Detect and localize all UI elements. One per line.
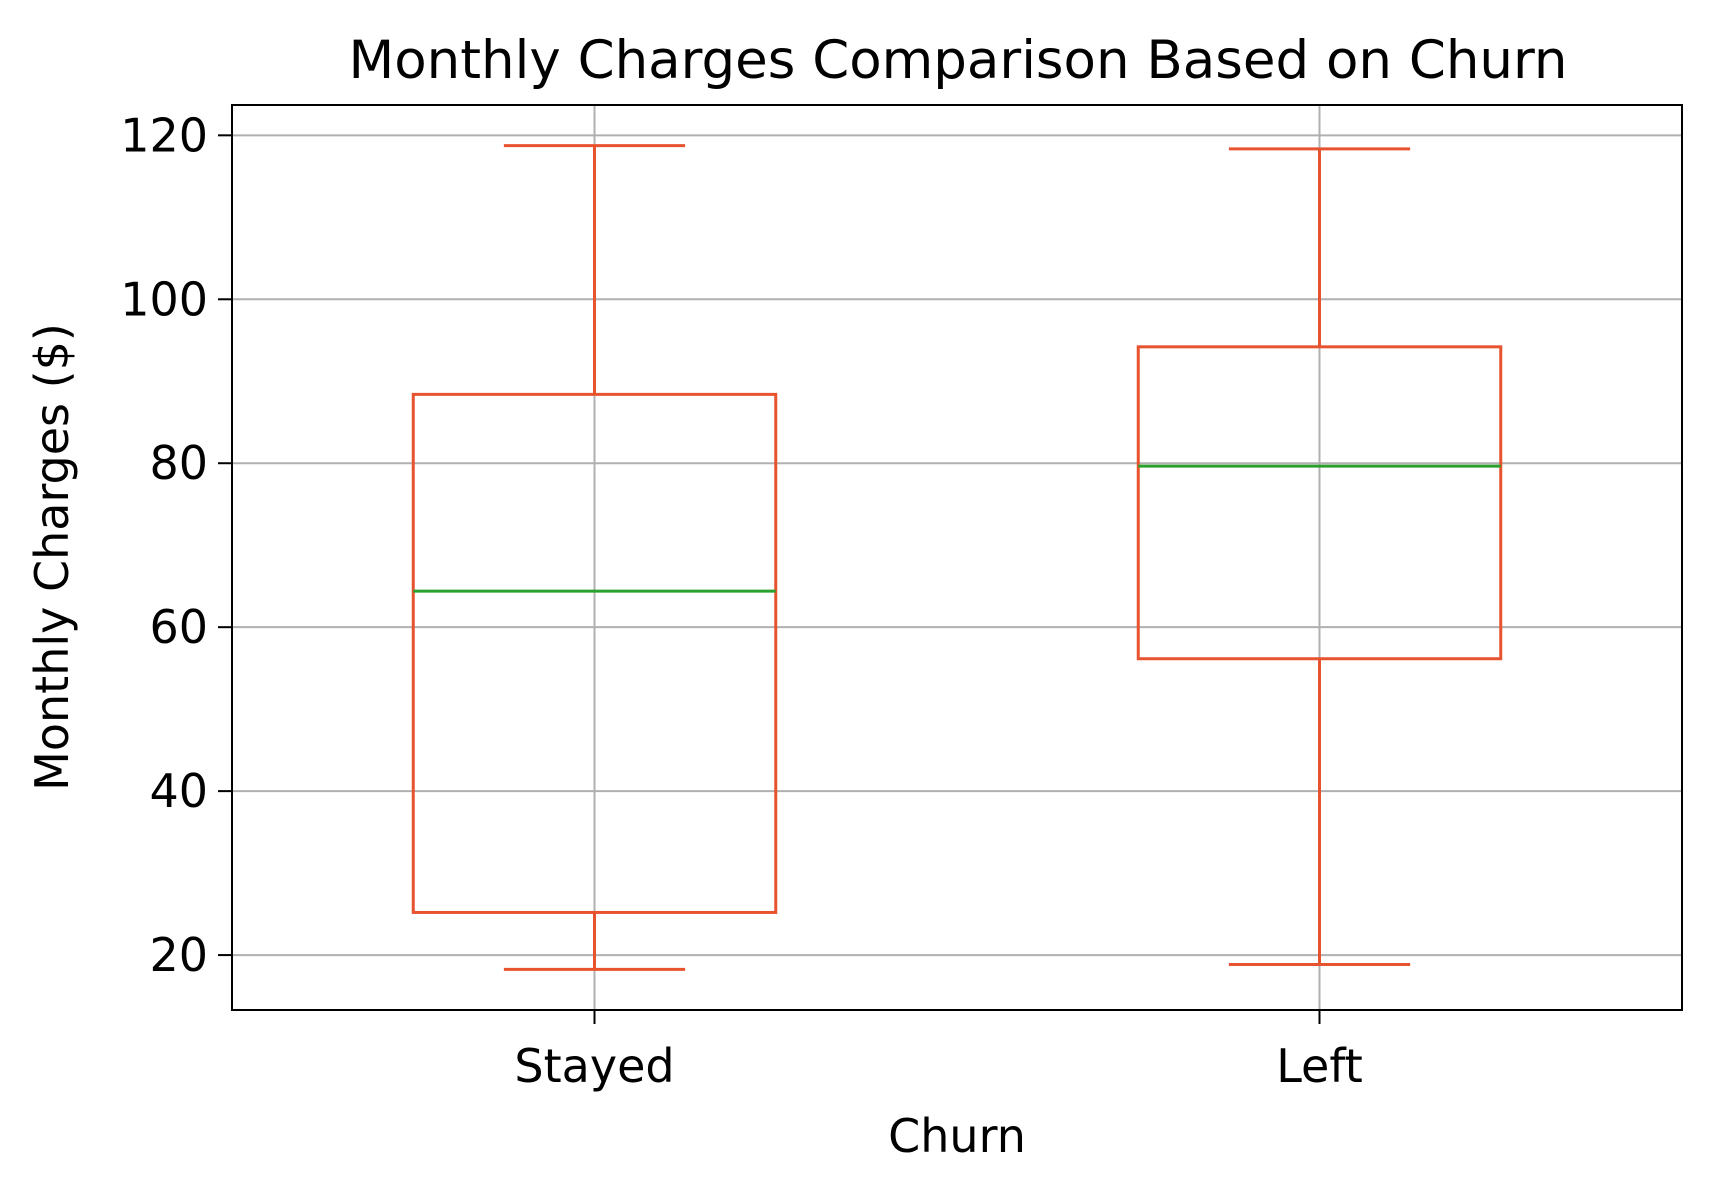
y-axis-label: Monthly Charges ($) <box>25 323 79 791</box>
x-axis-ticks: Stayed Left <box>514 1010 1363 1093</box>
y-tick-label: 40 <box>149 764 208 818</box>
y-tick-label: 100 <box>120 272 208 326</box>
boxes-group <box>411 144 1503 971</box>
chart-title: Monthly Charges Comparison Based on Chur… <box>349 30 1568 91</box>
y-tick-label: 60 <box>149 600 208 654</box>
iqr-box <box>411 392 778 914</box>
y-tick-label: 120 <box>120 108 208 162</box>
box-stayed <box>411 144 778 971</box>
x-tick-label: Left <box>1276 1039 1363 1093</box>
x-axis-label: Churn <box>888 1109 1026 1163</box>
y-tick-label: 80 <box>149 436 208 490</box>
iqr-box <box>1136 345 1503 661</box>
plot-area-frame <box>231 104 1683 1011</box>
x-tick-label: Stayed <box>514 1039 674 1093</box>
y-axis-ticks: 20 40 60 80 100 120 <box>120 108 232 982</box>
box-left <box>1136 147 1503 967</box>
y-tick-label: 20 <box>149 928 208 982</box>
